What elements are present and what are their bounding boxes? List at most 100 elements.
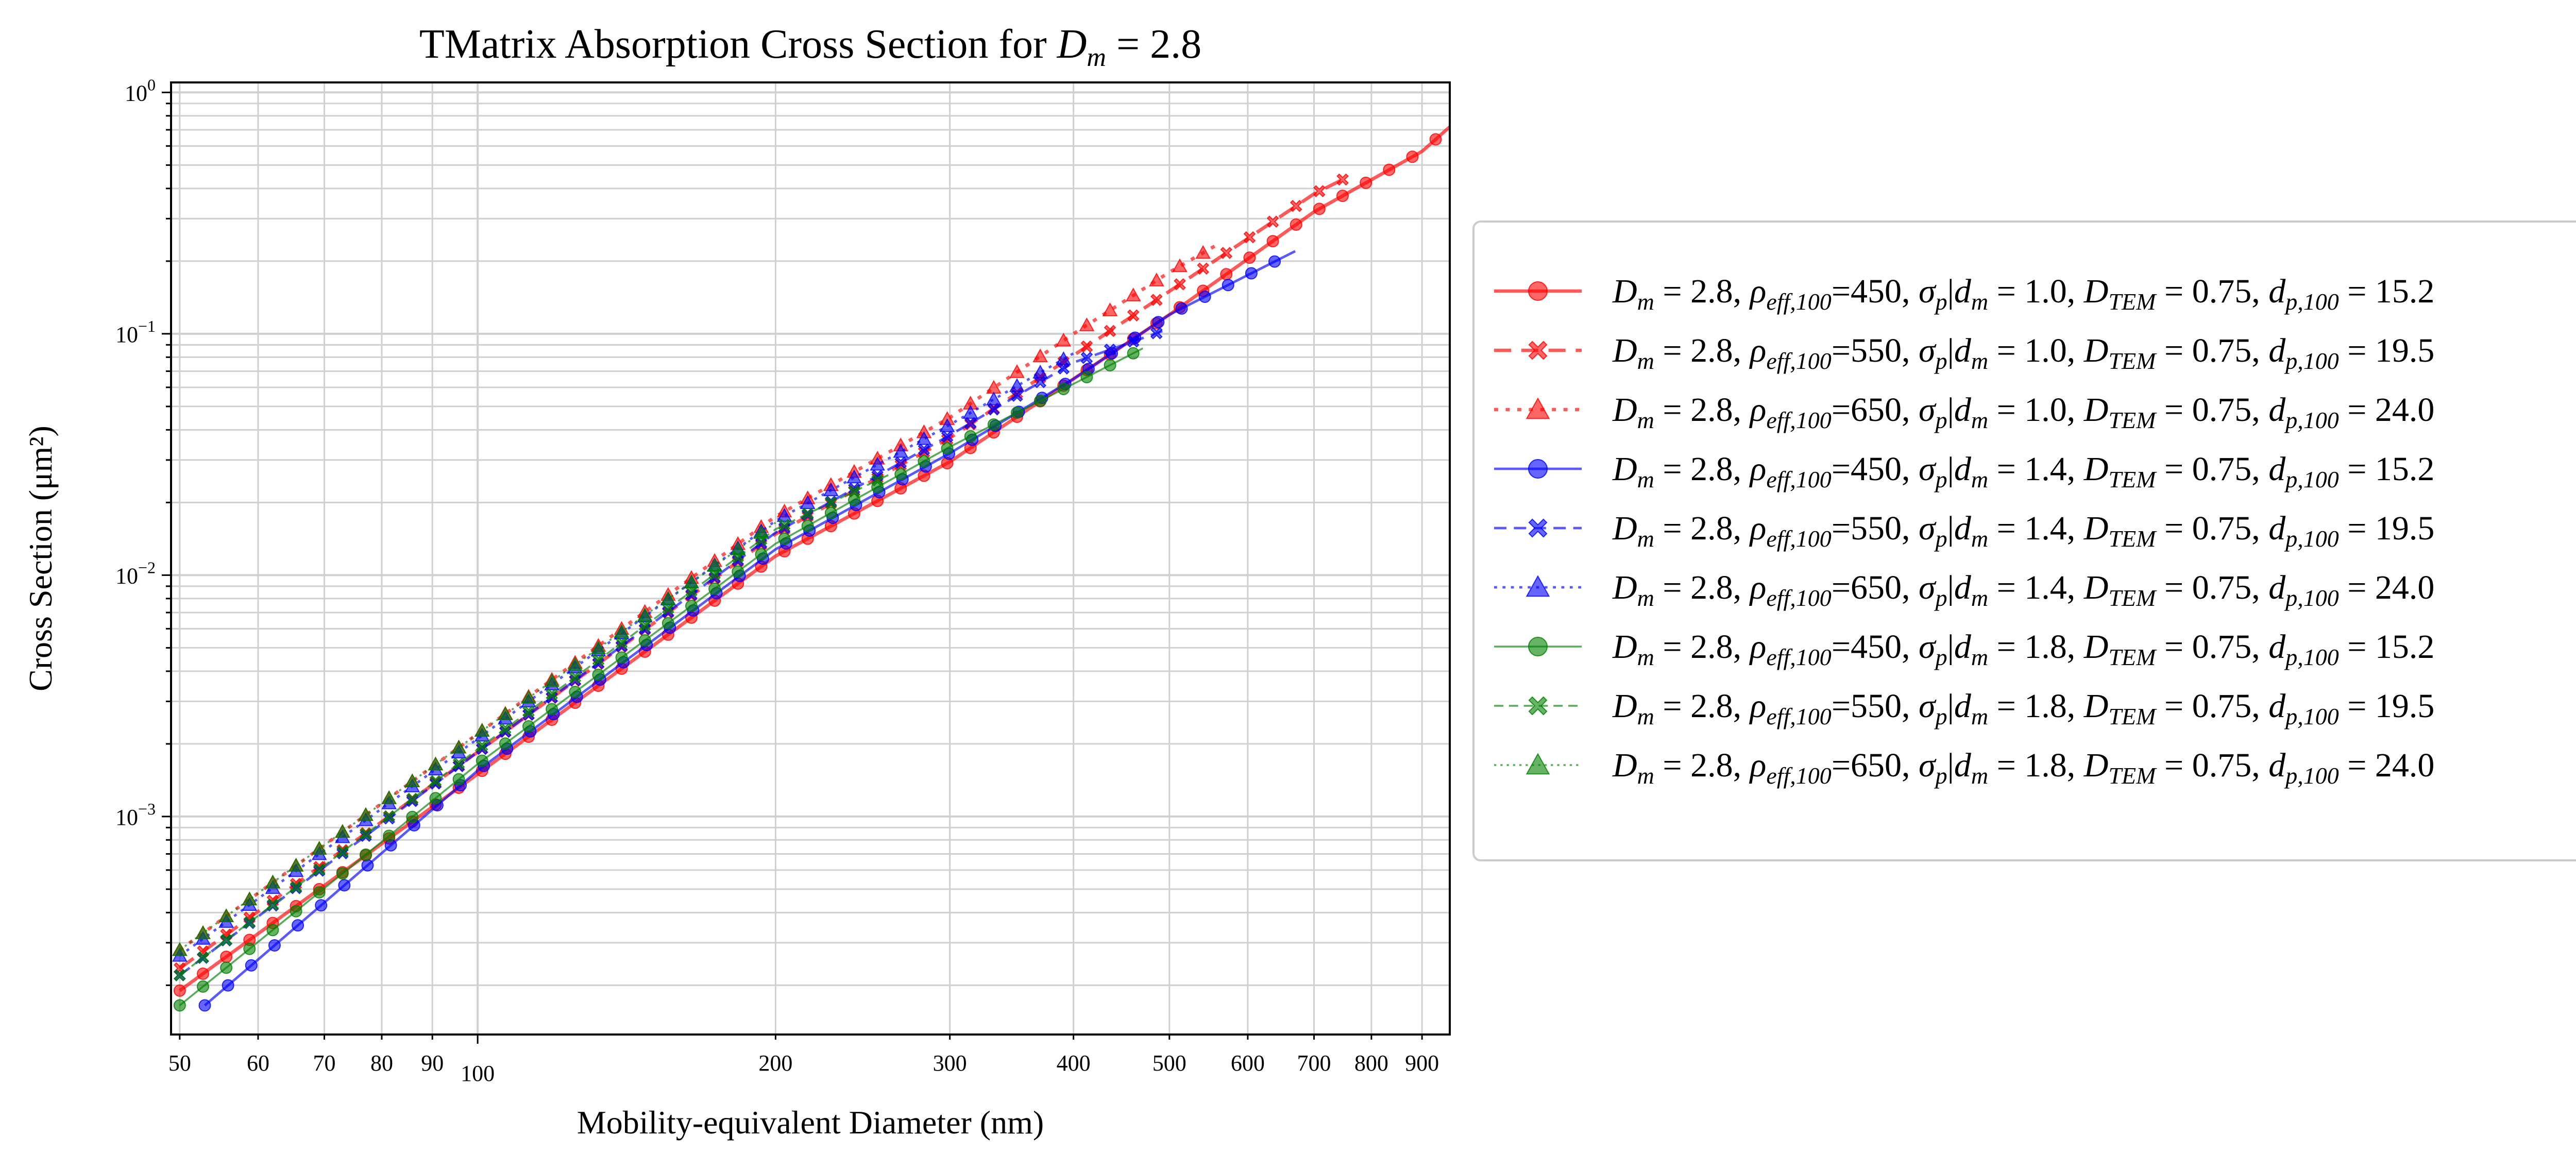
data-point (266, 898, 279, 911)
data-point (361, 859, 374, 872)
data-point (662, 617, 674, 630)
data-point (1429, 133, 1442, 146)
data-point (824, 506, 837, 519)
data-point (1245, 267, 1258, 280)
data-point (1148, 273, 1164, 286)
data-point (1243, 251, 1256, 264)
x-axis-label: Mobility-equivalent Diameter (nm) (577, 1104, 1044, 1141)
y-axis-label: Cross Section (μm²) (22, 426, 59, 691)
data-point (823, 482, 839, 497)
data-point (567, 657, 583, 671)
chart-title-prefix: TMatrix Absorption Cross Section for (419, 22, 1057, 67)
data-point (962, 405, 978, 419)
data-point (1195, 245, 1211, 259)
data-point (1104, 359, 1116, 371)
data-point (846, 469, 862, 484)
x-tick-label: 600 (1231, 1050, 1265, 1076)
data-point (292, 919, 304, 932)
data-point (1125, 287, 1141, 301)
data-point (1268, 255, 1281, 268)
data-point (521, 690, 536, 704)
data-point (824, 496, 837, 509)
data-point (1034, 395, 1047, 408)
data-point (383, 810, 395, 823)
data-point (265, 874, 281, 889)
data-point (429, 775, 442, 788)
x-tick-label: 90 (421, 1050, 444, 1076)
data-point (1313, 185, 1326, 197)
x-tick-label: 500 (1153, 1050, 1187, 1076)
chart-title-suffix: = 2.8 (1106, 22, 1201, 67)
data-point (1080, 340, 1093, 353)
axis-ticks: 50 60 70 80 90 200 300 400 500 600 700 800 900 100 10−… (115, 75, 1439, 1086)
x-tick-label: 300 (933, 1050, 967, 1076)
x-tick-label: 800 (1354, 1050, 1388, 1076)
data-point (1406, 150, 1419, 163)
y-tick-label: 10−1 (115, 317, 156, 347)
data-point (1175, 302, 1188, 315)
data-point (336, 867, 349, 880)
data-point (220, 951, 233, 963)
x-tick-label: 400 (1057, 1050, 1091, 1076)
data-point (268, 939, 281, 952)
data-point (918, 455, 930, 468)
data-point (476, 754, 488, 767)
data-point (452, 757, 465, 770)
data-point (522, 720, 535, 733)
data-point (1220, 268, 1233, 281)
data-point (894, 456, 907, 469)
data-point (1011, 389, 1023, 402)
data-point (1313, 202, 1326, 215)
y-tick-label: 10−3 (115, 800, 156, 830)
legend-entry-3: Dm = 2.8, ρeff,100=650, σp|dm = 1.0, DTE… (1494, 391, 2434, 433)
data-point (1127, 335, 1140, 348)
data-point (684, 574, 699, 588)
data-point (615, 651, 628, 664)
x-tick-label: 50 (168, 1050, 191, 1076)
data-point (198, 999, 211, 1012)
axes-frame (170, 81, 1451, 1036)
data-point (546, 703, 558, 716)
data-point (336, 845, 349, 858)
data-point (1174, 278, 1186, 291)
x-tick-label: 80 (370, 1050, 393, 1076)
data-point (1172, 258, 1188, 273)
data-point (1056, 351, 1072, 365)
data-point (546, 688, 558, 701)
data-point (173, 984, 186, 997)
data-point (1360, 176, 1372, 189)
series-line (179, 327, 1170, 976)
data-point (338, 879, 351, 892)
data-point (1150, 327, 1163, 340)
data-point (404, 773, 420, 788)
data-point (452, 773, 465, 786)
x-tick-label: 200 (758, 1050, 792, 1076)
data-point (429, 792, 442, 805)
data-point (801, 519, 814, 532)
data-point (1222, 279, 1234, 292)
data-point (173, 969, 186, 981)
x-tick-label-major: 100 (461, 1061, 495, 1086)
data-point (939, 418, 955, 432)
data-point (1010, 406, 1023, 419)
data-point (1057, 362, 1070, 375)
legend-label: Dm = 2.8, ρeff,100=650, σp|dm = 1.8, DTE… (1612, 747, 2434, 789)
data-point (1266, 215, 1279, 228)
data-point (941, 430, 954, 443)
plot-area (172, 125, 1451, 1012)
legend-marker (1528, 341, 1548, 360)
data-point (660, 591, 676, 605)
data-point (266, 924, 279, 937)
data-point (615, 637, 628, 649)
legend-box (1472, 221, 2576, 861)
data-point (290, 905, 302, 918)
grid-lines (171, 82, 1450, 1035)
data-point (406, 810, 419, 823)
data-point (637, 607, 653, 621)
data-point (544, 673, 560, 687)
data-point (1009, 364, 1025, 378)
data-point (358, 807, 374, 821)
data-point (218, 908, 234, 922)
data-point (590, 640, 606, 654)
